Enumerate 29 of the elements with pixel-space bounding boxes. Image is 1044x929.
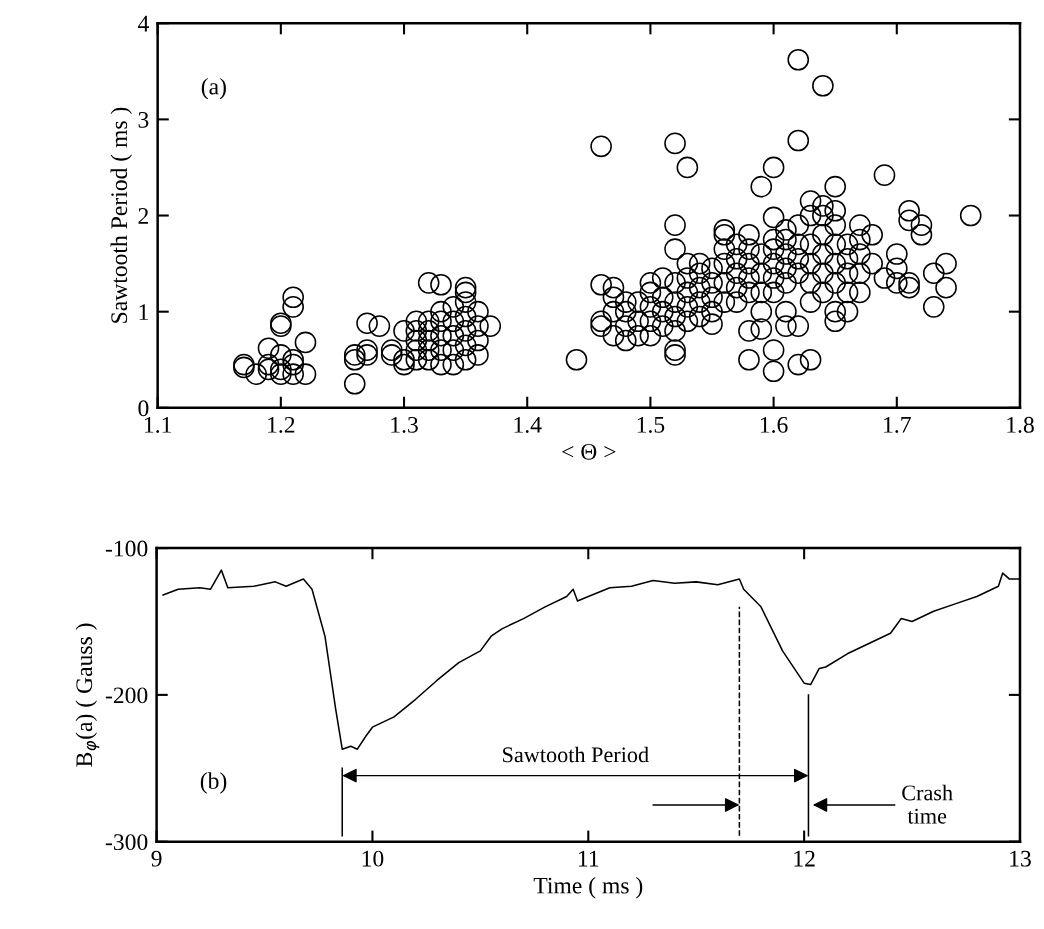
x-axis-title: < Θ > xyxy=(562,443,616,460)
y-tick-label: -200 xyxy=(105,687,148,704)
annotation: (b) xyxy=(200,772,227,794)
annotation: Crash time xyxy=(902,784,953,824)
x-tick-label: 1.3 xyxy=(391,416,418,433)
x-tick-label: 13 xyxy=(1010,850,1031,867)
x-tick-label: 1.4 xyxy=(514,416,542,433)
y-tick-label: 2 xyxy=(138,208,149,224)
annotation: Sawtooth Period xyxy=(503,746,649,763)
x-tick-label: 1.6 xyxy=(760,416,788,433)
y-tick-label: 0 xyxy=(138,400,149,417)
annotation: (a) xyxy=(201,77,226,100)
x-tick-label: 1.2 xyxy=(268,416,295,433)
x-tick-label: 1.5 xyxy=(637,416,665,433)
x-tick-label: 1.8 xyxy=(1007,416,1034,433)
x-tick-label: 11 xyxy=(579,850,599,867)
x-tick-label: 10 xyxy=(362,850,384,867)
x-tick-label: 9 xyxy=(151,850,162,867)
y-tick-label: 3 xyxy=(138,111,149,128)
y-tick-label: 4 xyxy=(137,15,149,32)
y-tick-label: -100 xyxy=(105,540,148,557)
y-axis-title: B$_{φ}$(a) ( Gauss ) xyxy=(75,623,100,767)
y-tick-label: -300 xyxy=(105,834,148,851)
y-axis-title: Sawtooth Period ( ms ) xyxy=(110,107,132,323)
x-tick-label: 1.1 xyxy=(144,416,171,433)
x-axis-title: Time ( ms ) xyxy=(533,876,643,899)
y-tick-label: 1 xyxy=(139,304,148,320)
x-tick-label: 1.7 xyxy=(884,416,911,433)
x-tick-label: 12 xyxy=(794,850,815,867)
